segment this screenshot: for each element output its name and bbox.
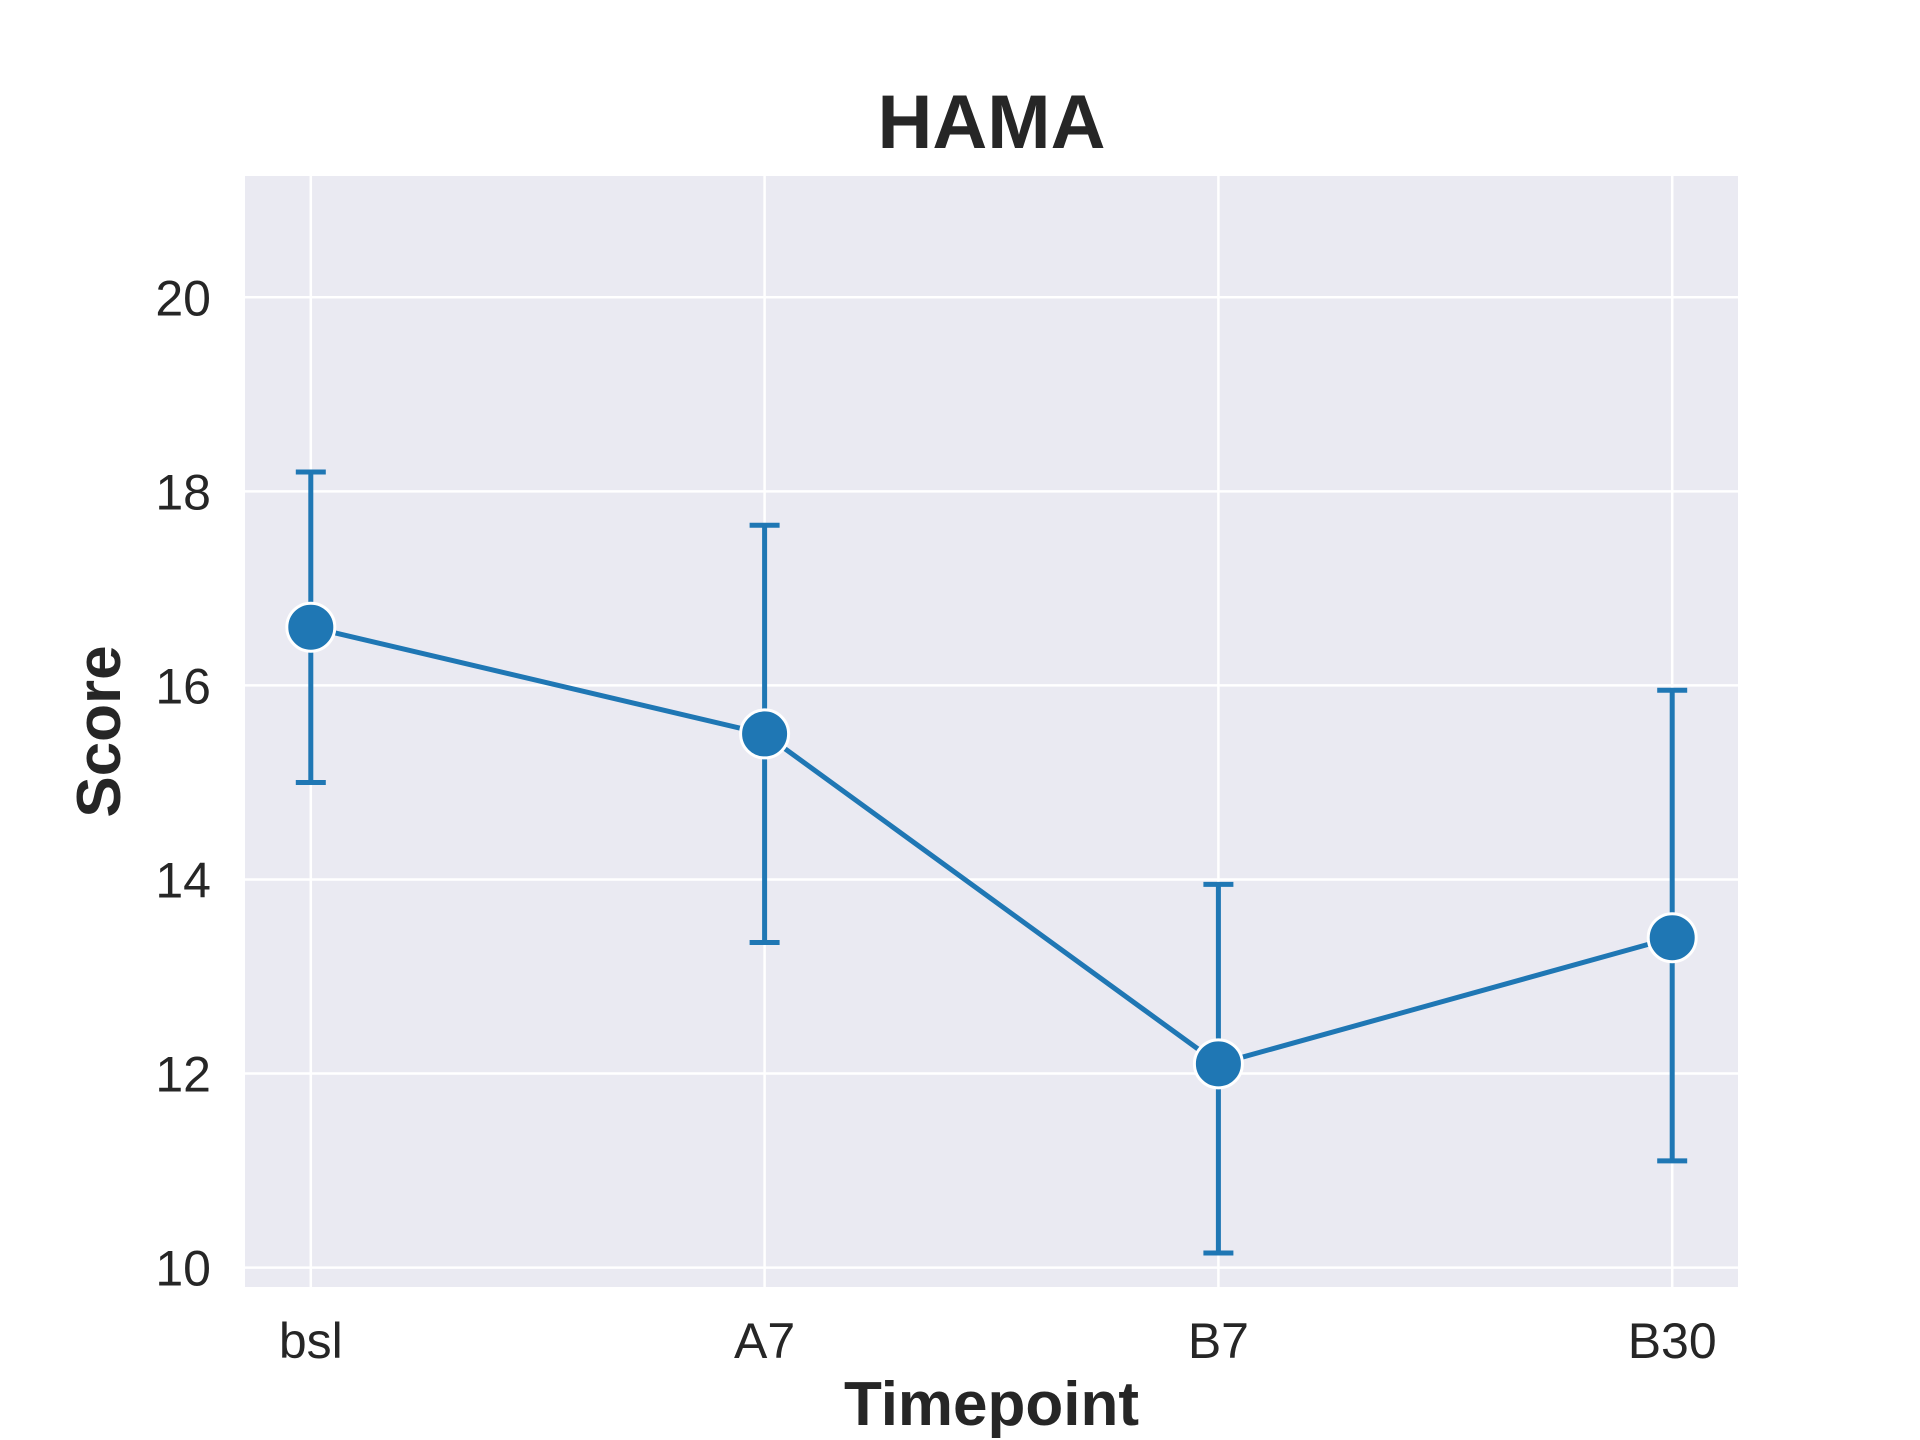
plot-area	[245, 176, 1738, 1287]
chart-title: HAMA	[878, 80, 1106, 165]
y-tick-label: 12	[155, 1047, 211, 1103]
x-tick-label: A7	[734, 1313, 795, 1369]
x-tick-label: bsl	[279, 1313, 343, 1369]
data-point	[739, 708, 791, 760]
data-point	[285, 601, 337, 653]
y-tick-labels: 10 12 14 16 18 20	[155, 270, 211, 1296]
data-markers	[285, 601, 1698, 1090]
y-tick-label: 14	[155, 852, 211, 908]
y-axis-label: Score	[65, 645, 134, 817]
x-tick-label: B30	[1628, 1313, 1717, 1369]
data-point	[1646, 912, 1698, 964]
y-tick-label: 20	[155, 270, 211, 326]
x-axis-label: Timepoint	[844, 1370, 1139, 1439]
series-line	[310, 624, 1673, 1067]
x-tick-label: B7	[1188, 1313, 1249, 1369]
y-tick-label: 16	[155, 658, 211, 714]
series-line-group	[310, 624, 1673, 1067]
x-tick-labels: bsl A7 B7 B30	[279, 1313, 1717, 1369]
y-tick-label: 10	[155, 1241, 211, 1297]
y-tick-label: 18	[155, 464, 211, 520]
data-point	[1192, 1038, 1244, 1090]
